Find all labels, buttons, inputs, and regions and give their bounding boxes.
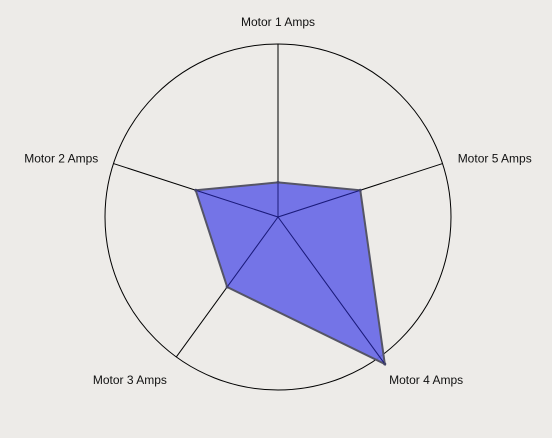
axis-label-5: Motor 2 Amps [24,152,98,166]
series-1-inner-spoke-3 [277,216,386,365]
axis-label-2: Motor 5 Amps [458,152,532,166]
series-1-point-2 [358,188,362,192]
series-1-inner-spoke-4 [226,216,279,288]
series-1-inner-spoke-5 [195,189,279,218]
series-1-point-4 [225,285,229,289]
axis-label-1: Motor 1 Amps [241,15,315,29]
axis-label-3: Motor 4 Amps [389,373,463,387]
series-1-point-1 [276,180,280,184]
series-1-area [194,181,387,366]
axis-label-4: Motor 3 Amps [93,373,167,387]
series-1-inner-spoke-2 [277,189,361,218]
series-1-point-5 [194,188,198,192]
series-1-point-3 [383,362,387,366]
